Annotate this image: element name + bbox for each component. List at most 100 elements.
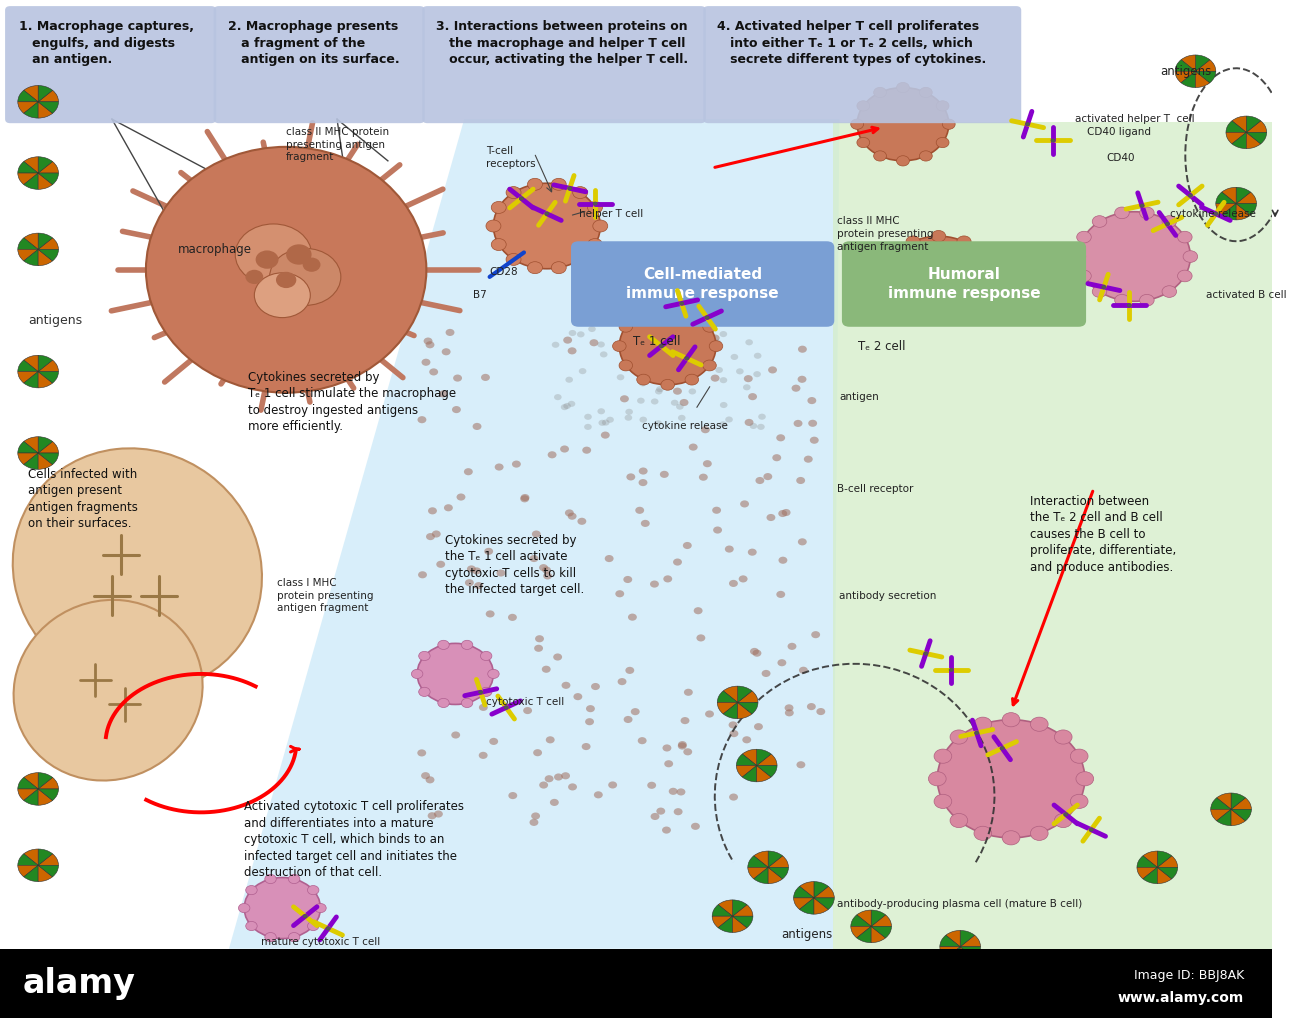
Text: class II MHC
protein presenting
antigen fragment: class II MHC protein presenting antigen … [837, 217, 933, 251]
Circle shape [888, 291, 902, 303]
Circle shape [638, 737, 646, 744]
Wedge shape [737, 686, 751, 702]
Circle shape [566, 509, 573, 516]
Wedge shape [1216, 192, 1236, 204]
Circle shape [432, 530, 441, 538]
Circle shape [738, 693, 748, 700]
Wedge shape [1196, 71, 1210, 88]
Circle shape [573, 693, 582, 700]
Circle shape [532, 530, 541, 538]
Circle shape [608, 782, 618, 789]
Circle shape [663, 744, 671, 751]
Wedge shape [800, 882, 814, 898]
Wedge shape [1157, 867, 1178, 879]
Circle shape [465, 579, 473, 586]
Circle shape [424, 338, 433, 345]
Circle shape [720, 402, 728, 408]
Circle shape [442, 348, 451, 355]
Wedge shape [38, 453, 52, 469]
Circle shape [798, 376, 806, 383]
Circle shape [705, 711, 714, 718]
Wedge shape [737, 702, 758, 714]
Circle shape [719, 331, 727, 337]
Wedge shape [23, 355, 38, 372]
Circle shape [745, 339, 753, 345]
Circle shape [508, 614, 517, 621]
Circle shape [650, 359, 658, 365]
Circle shape [1031, 827, 1048, 841]
Circle shape [520, 496, 529, 503]
Circle shape [637, 375, 650, 385]
Circle shape [534, 644, 543, 652]
Wedge shape [757, 754, 777, 766]
Circle shape [562, 773, 569, 780]
Circle shape [628, 614, 637, 621]
Circle shape [602, 419, 610, 426]
Circle shape [880, 271, 894, 283]
Circle shape [755, 477, 764, 485]
Circle shape [736, 369, 744, 375]
Circle shape [923, 652, 928, 656]
Circle shape [528, 178, 542, 190]
Wedge shape [1247, 116, 1261, 132]
Circle shape [1101, 285, 1106, 289]
Circle shape [454, 644, 463, 652]
Wedge shape [736, 766, 757, 777]
Wedge shape [742, 766, 757, 782]
Circle shape [438, 698, 450, 708]
Text: 2. Macrophage presents
   a fragment of the
   antigen on its surface.: 2. Macrophage presents a fragment of the… [227, 20, 399, 66]
Circle shape [529, 818, 538, 826]
Circle shape [715, 366, 723, 373]
Wedge shape [1232, 116, 1247, 132]
Circle shape [303, 258, 321, 272]
Circle shape [543, 572, 552, 579]
Wedge shape [723, 702, 737, 719]
Wedge shape [1226, 121, 1247, 132]
Circle shape [593, 202, 598, 206]
Circle shape [255, 273, 311, 318]
Circle shape [620, 395, 629, 402]
Wedge shape [38, 778, 58, 789]
Wedge shape [732, 916, 753, 927]
Circle shape [888, 250, 902, 263]
Circle shape [533, 749, 542, 756]
Circle shape [308, 886, 318, 895]
Wedge shape [38, 789, 58, 800]
Circle shape [1162, 286, 1176, 297]
Wedge shape [718, 900, 732, 916]
Circle shape [703, 460, 712, 467]
Wedge shape [1217, 793, 1231, 809]
Circle shape [798, 346, 807, 353]
Circle shape [488, 670, 499, 679]
Circle shape [630, 709, 640, 716]
Circle shape [703, 360, 716, 371]
Circle shape [629, 351, 637, 357]
Wedge shape [712, 916, 732, 927]
Circle shape [660, 470, 668, 477]
Circle shape [589, 339, 598, 346]
Circle shape [1183, 250, 1197, 263]
Wedge shape [18, 789, 38, 800]
Circle shape [685, 375, 698, 385]
Circle shape [491, 202, 506, 214]
Circle shape [725, 416, 733, 422]
Circle shape [697, 634, 706, 641]
Circle shape [417, 643, 494, 704]
Circle shape [523, 708, 532, 715]
Circle shape [931, 230, 945, 242]
Circle shape [563, 403, 571, 409]
Wedge shape [1196, 55, 1210, 71]
Wedge shape [18, 360, 38, 372]
Circle shape [542, 666, 551, 673]
Circle shape [650, 813, 659, 821]
Circle shape [803, 456, 812, 463]
Circle shape [439, 390, 447, 397]
Circle shape [568, 513, 577, 520]
Wedge shape [38, 102, 58, 113]
Text: activated helper T  cell: activated helper T cell [1075, 114, 1195, 124]
Wedge shape [38, 865, 58, 876]
Circle shape [512, 460, 521, 467]
Circle shape [671, 400, 679, 406]
Circle shape [753, 372, 760, 378]
Circle shape [651, 398, 659, 404]
